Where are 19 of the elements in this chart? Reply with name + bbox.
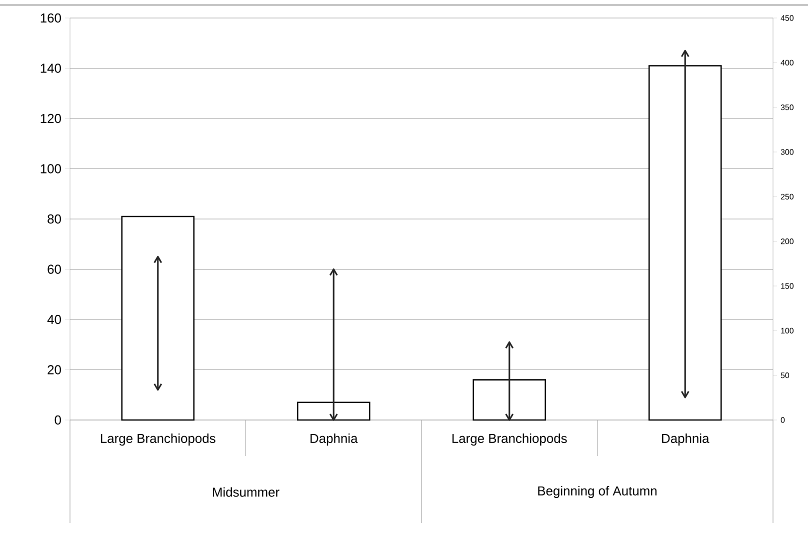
text: Beginning of Autumn [538,486,657,498]
y-tick-label: 60 [48,264,61,274]
bar [121,216,195,421]
bar [472,379,546,421]
x-tick-label: Large Branchiopods [452,434,567,446]
y-tick-label: 140 [40,64,61,73]
y-tick-label: 120 [40,114,61,124]
bar [296,402,370,421]
bar [648,65,722,421]
y-tick-label: 160 [40,13,61,23]
y-tick-label: 40 [47,314,61,324]
text: Midsummer [212,487,280,497]
x-tick-label: Large Branchiopods [100,434,216,446]
x-tick-label: Daphnia [310,434,358,446]
x-tick-label: Daphnia [662,434,710,446]
y-tick-label: 80 [48,214,61,224]
y-tick-label: 20 [48,365,61,374]
y-tick-label: 100 [40,164,61,174]
y-tick-label: 0 [54,415,61,425]
